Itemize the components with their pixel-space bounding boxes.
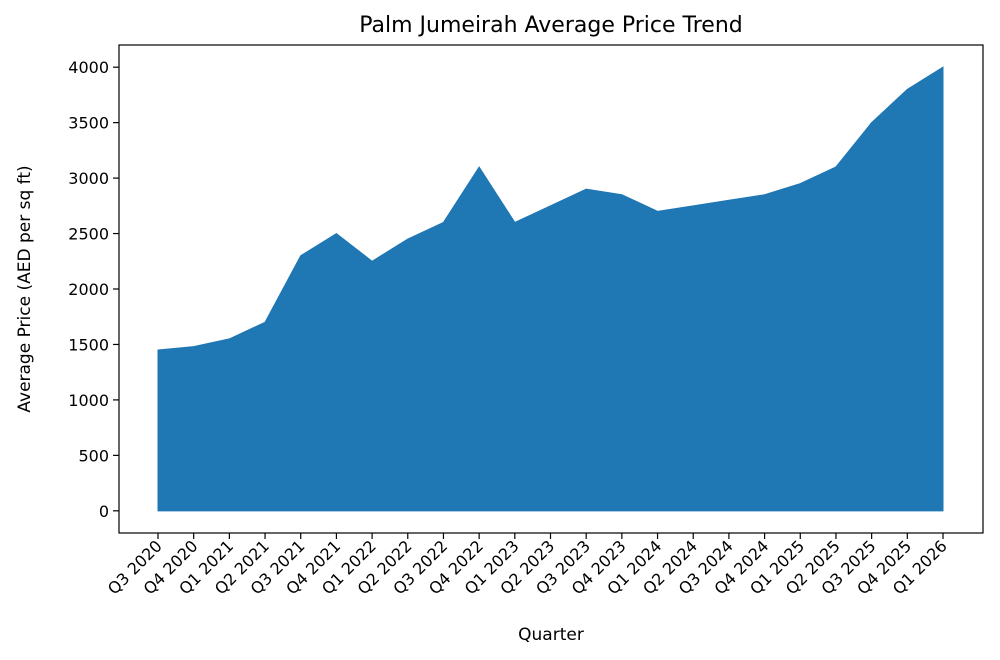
y-axis-label: Average Price (AED per sq ft) [15,165,35,412]
y-tick-label: 1000 [68,391,109,410]
y-tick-label: 2500 [68,225,109,244]
y-axis: 0 500 1000 1500 2000 2500 3000 3500 4000 [68,58,119,521]
plot-area [157,66,944,512]
y-tick-label: 1500 [68,335,109,354]
y-tick-label: 2000 [68,280,109,299]
y-tick-label: 500 [78,446,109,465]
y-tick-label: 0 [99,502,109,521]
y-tick-label: 4000 [68,58,109,77]
area-series-0 [157,66,944,512]
x-axis-label: Quarter [518,625,584,645]
y-tick-label: 3000 [68,169,109,188]
y-tick-label: 3500 [68,114,109,133]
chart-title: Palm Jumeirah Average Price Trend [359,13,742,38]
